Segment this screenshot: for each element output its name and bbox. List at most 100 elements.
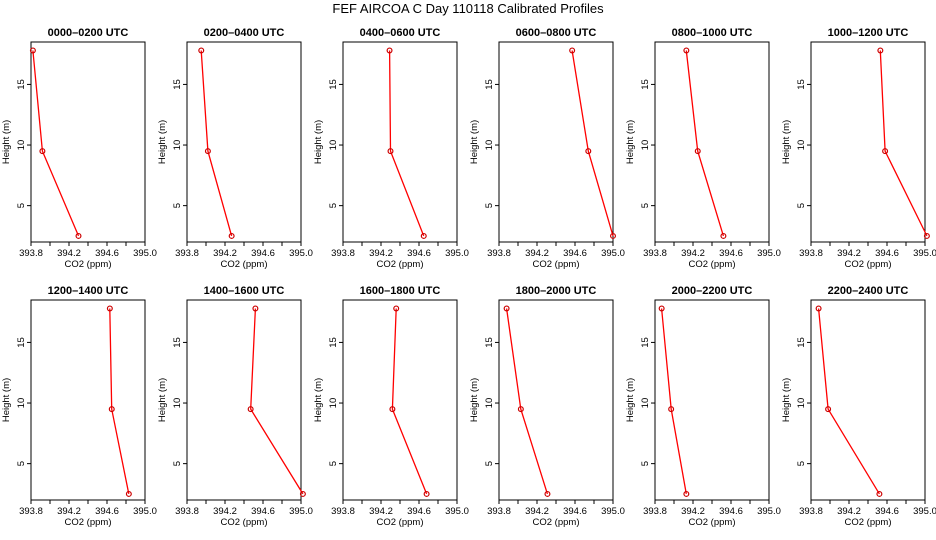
profile-point (204, 148, 211, 155)
profile-point (252, 305, 259, 312)
profile-point (815, 305, 822, 312)
profile-point (389, 406, 396, 413)
x-tick-label: 394.6 (407, 248, 431, 259)
x-tick-label: 395.0 (289, 248, 313, 259)
y-tick-label: 5 (796, 203, 807, 208)
panel-title: 2200–2400 UTC (828, 285, 909, 297)
profile-point (683, 47, 690, 54)
profile-point (247, 406, 254, 413)
x-tick-label: 395.0 (445, 506, 469, 517)
y-tick-label: 5 (640, 203, 651, 208)
profile-point (683, 490, 690, 497)
y-tick-label: 5 (796, 461, 807, 466)
y-tick-label: 15 (484, 79, 495, 90)
profile-point (876, 490, 883, 497)
profile-point (420, 232, 427, 239)
x-tick-label: 394.2 (213, 506, 237, 517)
x-axis-label: CO2 (ppm) (65, 517, 112, 528)
x-tick-label: 394.6 (95, 506, 119, 517)
x-axis-label: CO2 (ppm) (65, 259, 112, 270)
panel-title: 1200–1400 UTC (48, 285, 129, 297)
profile-point (609, 232, 616, 239)
x-tick-label: 394.6 (719, 506, 743, 517)
profile-point (29, 47, 36, 54)
profile-panel-9: 1600–1800 UTC 393.8 394.2 394.6 395.0 5 10 15 CO… (313, 285, 469, 528)
y-tick-label: 15 (640, 337, 651, 348)
x-tick-label: 393.8 (643, 506, 667, 517)
x-tick-label: 393.8 (799, 506, 823, 517)
y-tick-label: 15 (328, 337, 339, 348)
profile-panel-10: 1800–2000 UTC 393.8 394.2 394.6 395.0 5 10 15 CO… (469, 285, 625, 528)
profile-point (877, 47, 884, 54)
profile-point (569, 47, 576, 54)
panel-frame (810, 299, 926, 501)
panel-title: 0600–0800 UTC (516, 27, 597, 39)
profile-line (250, 308, 304, 495)
profile-panel-7: 1200–1400 UTC 393.8 394.2 394.6 395.0 5 10 15 CO… (1, 285, 157, 528)
y-tick-label: 10 (640, 140, 651, 151)
panel-frame (186, 299, 302, 501)
y-tick-label: 10 (172, 398, 183, 409)
y-tick-label: 10 (328, 140, 339, 151)
x-tick-label: 394.2 (525, 248, 549, 259)
profile-line (32, 50, 80, 237)
profile-point (75, 232, 82, 239)
x-tick-label: 393.8 (175, 506, 199, 517)
x-tick-label: 394.2 (837, 506, 861, 517)
panel-frame (654, 299, 770, 501)
profile-panel-3: 0400–0600 UTC 393.8 394.2 394.6 395.0 5 10 15 CO… (313, 27, 469, 270)
x-tick-label: 395.0 (913, 506, 936, 517)
y-axis-label: Height (m) (781, 120, 792, 164)
y-axis-label: Height (m) (781, 378, 792, 422)
x-tick-label: 395.0 (601, 506, 625, 517)
y-tick-label: 10 (484, 140, 495, 151)
y-tick-label: 15 (796, 79, 807, 90)
profile-point (106, 305, 113, 312)
x-tick-label: 393.8 (19, 506, 43, 517)
x-tick-label: 395.0 (757, 248, 781, 259)
y-axis-label: Height (m) (313, 120, 324, 164)
profile-panel-5: 0800–1000 UTC 393.8 394.2 394.6 395.0 5 10 15 CO… (625, 27, 781, 270)
profile-line (388, 50, 425, 237)
y-tick-label: 15 (172, 79, 183, 90)
profile-panel-2: 0200–0400 UTC 393.8 394.2 394.6 395.0 5 10 15 CO… (157, 27, 313, 270)
profile-point (825, 406, 832, 413)
panel-frame (498, 299, 614, 501)
profile-point (923, 232, 930, 239)
profile-point (108, 406, 115, 413)
x-tick-label: 394.2 (213, 248, 237, 259)
x-tick-label: 393.8 (487, 506, 511, 517)
y-tick-label: 15 (796, 337, 807, 348)
panel-frame (342, 41, 458, 243)
x-tick-label: 394.2 (57, 248, 81, 259)
y-axis-label: Height (m) (313, 378, 324, 422)
panel-frame (498, 41, 614, 243)
profile-panel-11: 2000–2200 UTC 393.8 394.2 394.6 395.0 5 10 15 CO… (625, 285, 781, 528)
x-tick-label: 394.6 (563, 248, 587, 259)
panel-title: 0800–1000 UTC (672, 27, 753, 39)
x-axis-label: CO2 (ppm) (533, 259, 580, 270)
x-axis-label: CO2 (ppm) (689, 517, 736, 528)
x-tick-label: 395.0 (289, 506, 313, 517)
x-tick-label: 394.6 (875, 248, 899, 259)
profile-line (571, 50, 614, 237)
x-tick-label: 394.2 (57, 506, 81, 517)
panel-frame (30, 299, 146, 501)
x-tick-label: 393.8 (19, 248, 43, 259)
figure-title: FEF AIRCOA C Day 110118 Calibrated Profi… (332, 1, 604, 16)
x-tick-label: 394.6 (875, 506, 899, 517)
x-axis-label: CO2 (ppm) (533, 517, 580, 528)
y-tick-label: 5 (172, 203, 183, 208)
profile-point (393, 305, 400, 312)
x-tick-label: 394.6 (407, 506, 431, 517)
y-tick-label: 10 (484, 398, 495, 409)
x-tick-label: 395.0 (133, 506, 157, 517)
profile-point (544, 490, 551, 497)
x-tick-label: 394.2 (369, 248, 393, 259)
y-axis-label: Height (m) (625, 120, 636, 164)
y-tick-label: 10 (16, 398, 27, 409)
profile-line (109, 308, 130, 495)
panel-title: 1800–2000 UTC (516, 285, 597, 297)
x-tick-label: 394.2 (369, 506, 393, 517)
